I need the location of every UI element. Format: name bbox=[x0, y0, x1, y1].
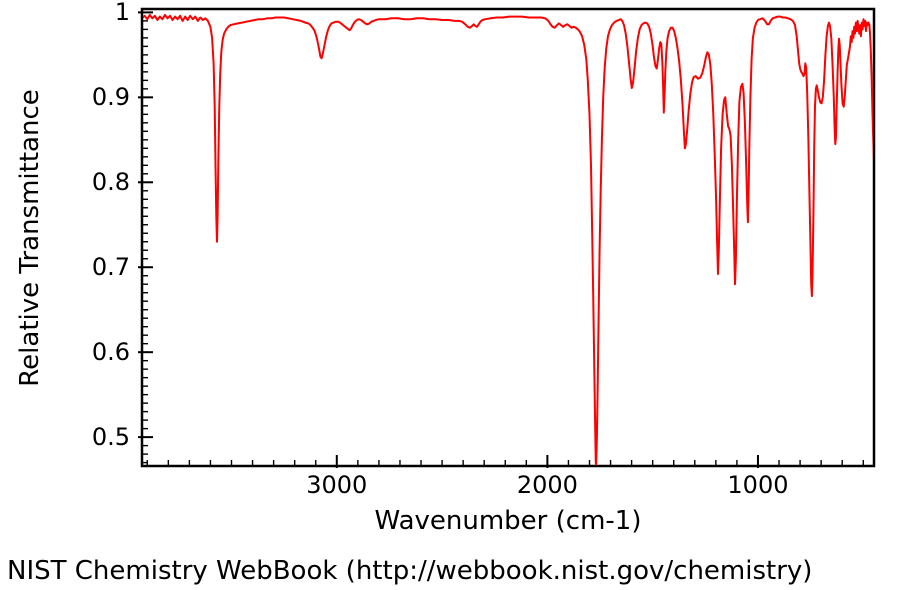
plot-frame bbox=[140, 7, 876, 468]
x-axis-title: Wavenumber (cm-1) bbox=[374, 506, 642, 536]
y-tick-label: 0.9 bbox=[91, 83, 130, 112]
y-tick-label: 1 bbox=[114, 0, 130, 27]
y-tick-label: 0.8 bbox=[91, 168, 130, 197]
y-tick-label: 0.6 bbox=[91, 338, 130, 367]
x-tick-label: 1000 bbox=[727, 471, 789, 499]
spectrum-curve bbox=[143, 13, 873, 466]
x-tick-label: 3000 bbox=[306, 471, 368, 499]
y-axis-title: Relative Transmittance bbox=[15, 89, 45, 387]
y-tick-label: 0.5 bbox=[91, 423, 130, 452]
x-tick-label: 2000 bbox=[516, 471, 578, 499]
spectrum-plot-canvas bbox=[138, 7, 876, 468]
y-tick-label: 0.7 bbox=[91, 253, 130, 282]
source-caption: NIST Chemistry WebBook (http://webbook.n… bbox=[7, 556, 813, 586]
